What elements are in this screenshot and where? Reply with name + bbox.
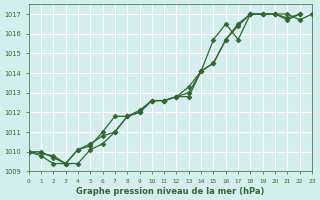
X-axis label: Graphe pression niveau de la mer (hPa): Graphe pression niveau de la mer (hPa) — [76, 187, 265, 196]
